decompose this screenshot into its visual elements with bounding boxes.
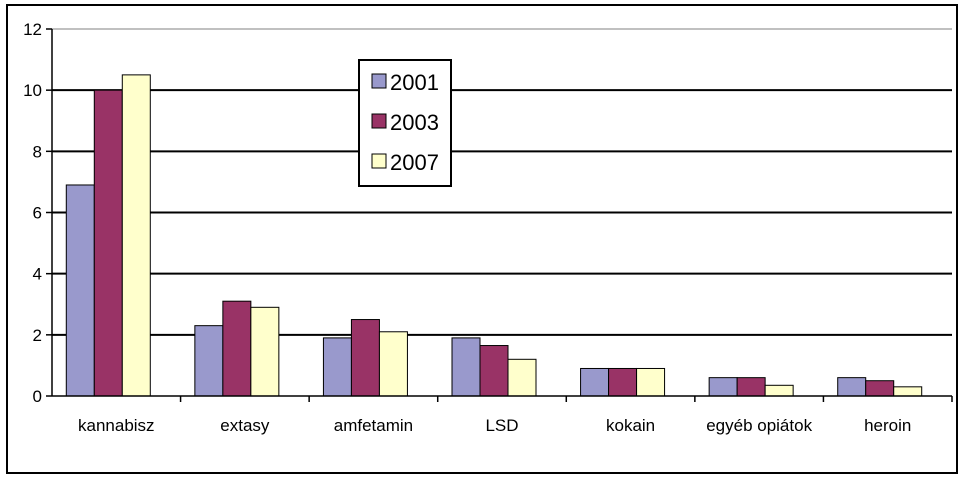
axes (46, 28, 953, 402)
y-tick-label: 2 (33, 326, 42, 345)
x-category-label: heroin (864, 416, 911, 435)
bar-2007-amfetamin (378, 331, 408, 397)
legend: 2001 2003 2007 (358, 59, 452, 187)
bar-2007-kokain (636, 367, 666, 397)
y-tick-labels: 0 2 4 6 8 10 12 (23, 20, 42, 406)
bar-2003-kannabisz (93, 89, 123, 397)
bars (65, 74, 923, 397)
y-tick-label: 12 (23, 20, 42, 39)
y-tick-label: 0 (33, 387, 42, 406)
legend-swatch-2001 (371, 73, 387, 89)
legend-swatch-2003 (371, 113, 387, 129)
bar-2007-kannabisz (121, 74, 151, 397)
bar-2007-egyéb-opiátok (764, 384, 794, 397)
bar-2003-amfetamin (350, 319, 380, 397)
bar-2003-egyéb-opiátok (736, 377, 766, 397)
bar-2003-LSD (479, 345, 509, 397)
y-tick-label: 8 (33, 142, 42, 161)
bar-2001-kokain (580, 367, 610, 397)
legend-swatch-2007 (371, 153, 387, 169)
bar-2007-extasy (250, 306, 280, 397)
y-tick-label: 4 (33, 265, 42, 284)
bar-2003-extasy (222, 300, 252, 397)
bar-2001-amfetamin (322, 337, 352, 397)
x-category-label: amfetamin (334, 416, 413, 435)
bar-2003-heroin (865, 380, 895, 397)
bar-2001-extasy (194, 325, 224, 397)
y-tick-label: 10 (23, 81, 42, 100)
x-category-label: LSD (485, 416, 518, 435)
legend-label-2007: 2007 (390, 150, 439, 175)
x-category-label: kannabisz (78, 416, 155, 435)
bar-2007-heroin (893, 386, 923, 397)
legend-label-2003: 2003 (390, 110, 439, 135)
x-category-labels: kannabisz extasy amfetamin LSD kokain egyéb o… (78, 416, 911, 435)
bar-2007-LSD (507, 358, 537, 397)
bar-2001-LSD (451, 337, 481, 397)
bar-2001-kannabisz (65, 184, 95, 397)
bar-2001-heroin (837, 377, 867, 397)
bar-2003-kokain (608, 367, 638, 397)
gridlines (52, 28, 952, 336)
x-category-label: extasy (220, 416, 270, 435)
legend-label-2001: 2001 (390, 70, 439, 95)
x-category-label: egyéb opiátok (706, 416, 812, 435)
bar-2001-egyéb-opiátok (708, 377, 738, 397)
x-category-label: kokain (606, 416, 655, 435)
y-tick-label: 6 (33, 204, 42, 223)
